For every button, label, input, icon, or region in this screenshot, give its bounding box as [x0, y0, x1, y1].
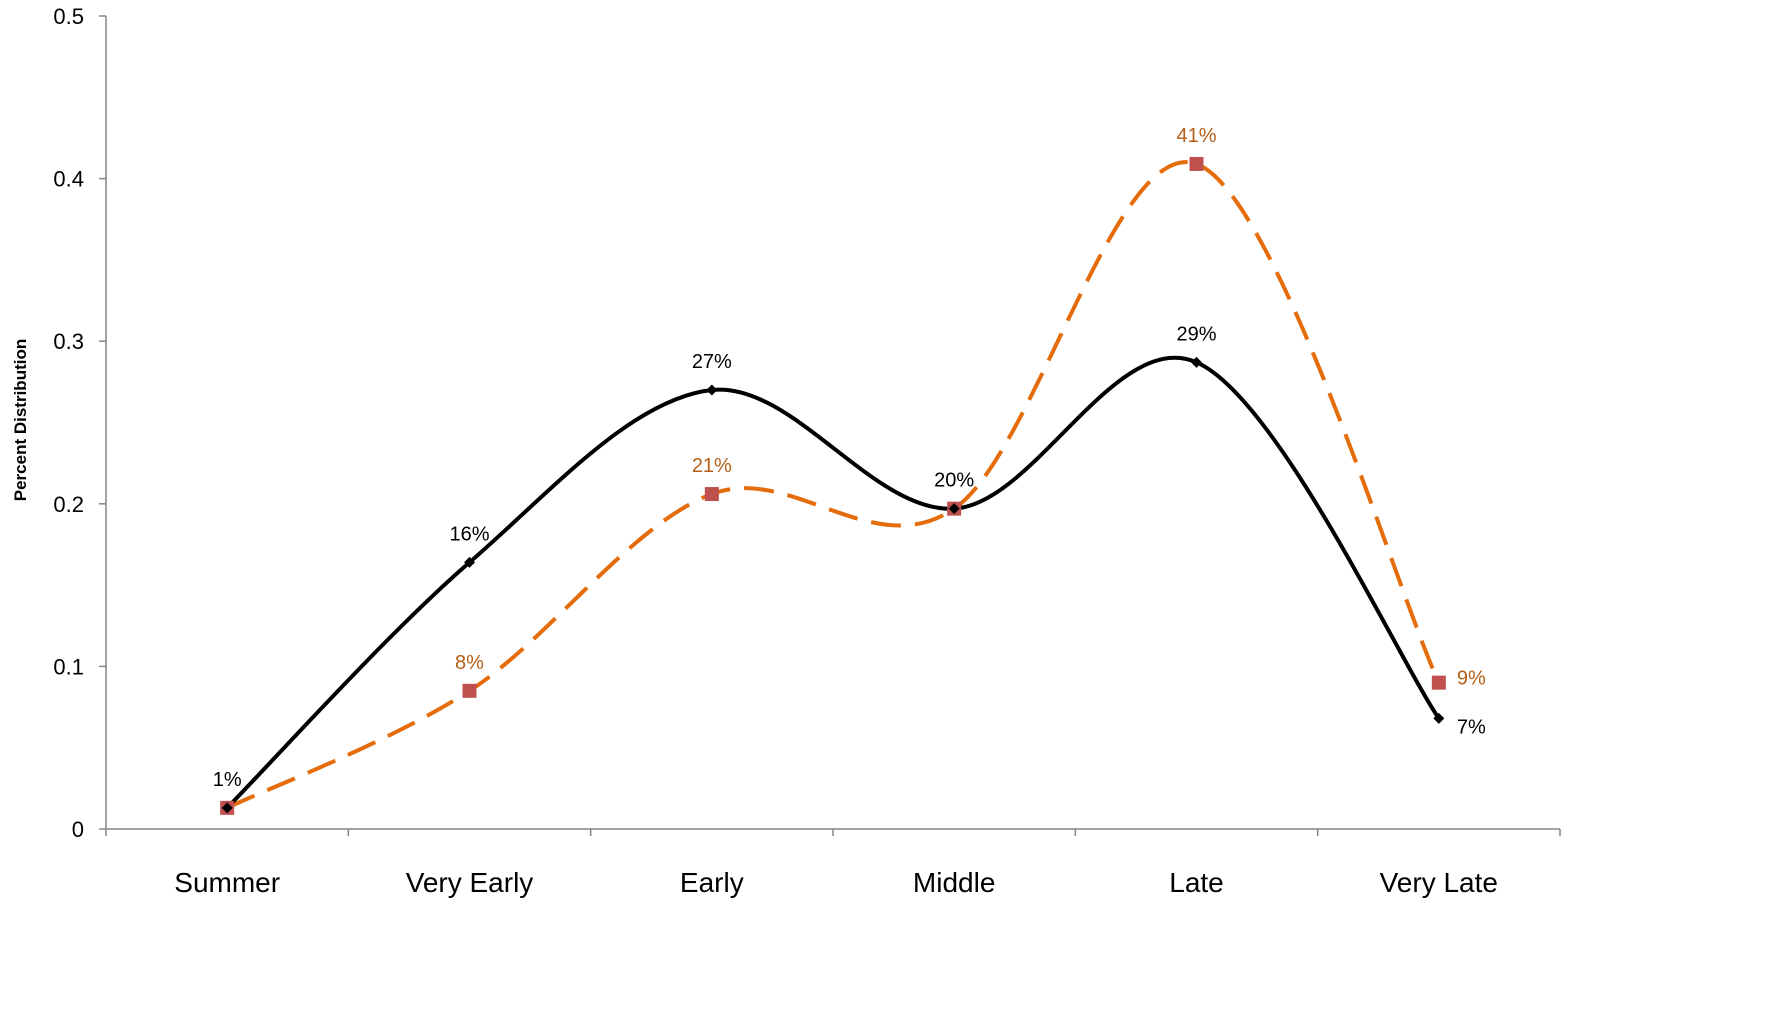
series-2-line [226, 160, 1441, 810]
series-1-marker [1433, 712, 1445, 724]
series-1-data-label: 7% [1457, 716, 1486, 738]
series-1-data-label: 1% [213, 769, 242, 791]
series-2-data-label: 8% [455, 652, 484, 674]
series-1-marker [1191, 356, 1202, 368]
series-1-data-label: 20% [934, 470, 974, 492]
axes: 0 0.1 0.2 0.3 0.4 0.5 Summer Very Early Early Mid… [53, 4, 1561, 898]
x-category-label: Early [680, 867, 744, 898]
y-tick-label: 0.4 [53, 167, 84, 192]
series-2-data-label: 21% [692, 455, 732, 477]
labels-layer: 1% 16% 27% 20% 29% 7% 8% 21% 41% 9% [213, 125, 1486, 791]
x-category-label: Middle [913, 867, 995, 898]
x-category-label: Very Early [406, 867, 534, 898]
series-2-marker [1189, 156, 1204, 171]
x-category-label: Summer [174, 867, 280, 898]
series-1-data-label: 29% [1176, 323, 1216, 345]
x-category-label: Late [1169, 867, 1224, 898]
series-2-data-label: 9% [1457, 668, 1486, 690]
series-1-marker [464, 556, 475, 568]
series-1-data-label: 16% [449, 523, 489, 545]
y-tick-label: 0.5 [53, 4, 84, 29]
y-axis-title: Percent Distribution [11, 339, 30, 501]
y-tick-label: 0.1 [53, 654, 84, 679]
series-1-data-label: 27% [692, 351, 732, 373]
series-1-marker [706, 384, 718, 396]
series-2-marker [1431, 675, 1446, 690]
y-axis-title-group: Percent Distribution [11, 339, 30, 501]
y-tick-label: 0 [72, 817, 84, 842]
series-2-marker [704, 487, 719, 502]
y-tick-label: 0.3 [53, 329, 84, 354]
series-2-marker [462, 683, 477, 698]
y-tick-label: 0.2 [53, 492, 84, 517]
series-layer [220, 156, 1446, 815]
series-2-data-label: 41% [1176, 125, 1216, 147]
series-1-line [225, 355, 1441, 810]
series-1-marker [948, 503, 960, 515]
x-category-label: Very Late [1380, 867, 1498, 898]
series-1-marker [221, 802, 233, 814]
